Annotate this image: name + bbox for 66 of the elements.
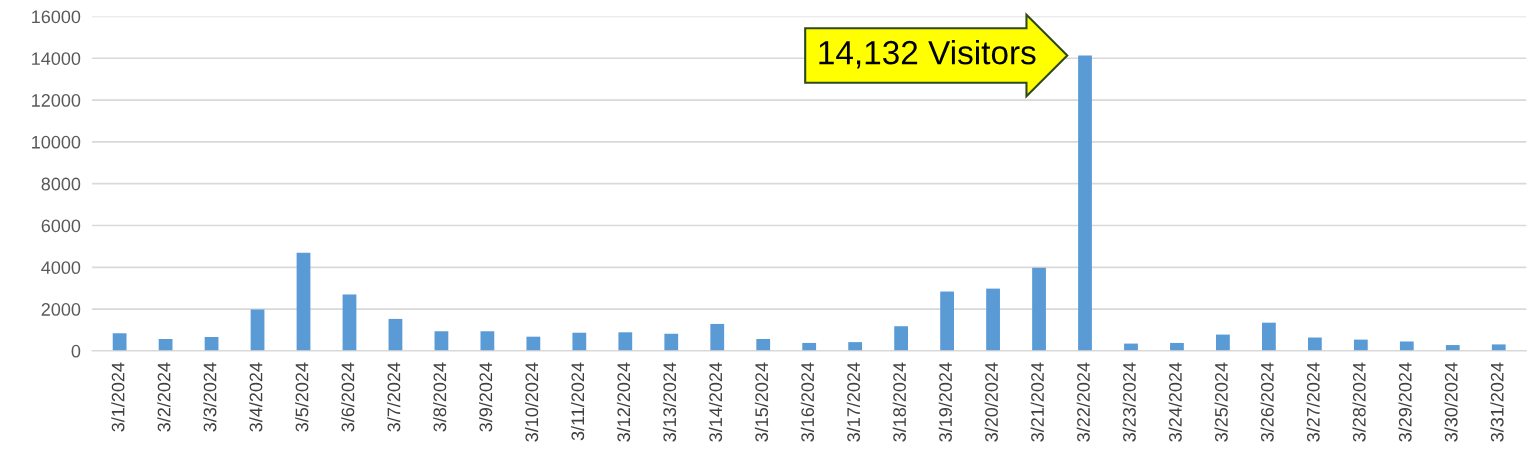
bar xyxy=(1032,267,1046,351)
x-tick-label: 3/28/2024 xyxy=(1352,362,1366,442)
bar xyxy=(1353,339,1368,351)
x-tick-label: 3/29/2024 xyxy=(1398,362,1412,442)
x-tick-label: 3/18/2024 xyxy=(892,362,906,442)
x-tick-label: 3/5/2024 xyxy=(295,362,309,432)
x-tick-label: 3/9/2024 xyxy=(478,362,493,432)
x-tick-label: 3/3/2024 xyxy=(203,362,217,432)
bar xyxy=(1262,322,1276,351)
y-tick-label: 4000 xyxy=(41,261,81,275)
x-tick-label: 3/7/2024 xyxy=(387,362,401,432)
x-tick-label: 3/30/2024 xyxy=(1444,362,1458,442)
x-tick-label: 3/8/2024 xyxy=(433,362,447,432)
x-tick-label: 3/16/2024 xyxy=(800,362,815,442)
x-tick-label: 3/14/2024 xyxy=(708,362,723,442)
x-tick-label: 3/13/2024 xyxy=(662,362,677,442)
bar xyxy=(1399,341,1414,351)
x-tick-label: 3/25/2024 xyxy=(1214,362,1228,442)
bar xyxy=(894,326,909,351)
bar xyxy=(342,294,357,351)
bar xyxy=(1307,337,1322,351)
y-tick-label: 10000 xyxy=(32,135,81,149)
bar xyxy=(940,291,954,351)
annotation: 14,132 Visitors xyxy=(819,39,1036,69)
x-tick-label: 3/21/2024 xyxy=(1030,362,1044,442)
x-tick-label: 3/19/2024 xyxy=(938,362,952,442)
bar xyxy=(480,331,495,351)
y-tick-label: 12000 xyxy=(32,94,81,107)
bar xyxy=(1078,55,1092,351)
x-tick-label: 3/31/2024 xyxy=(1490,362,1504,442)
y-tick-label: 2000 xyxy=(41,303,81,316)
x-tick-label: 3/1/2024 xyxy=(111,362,125,432)
x-tick-label: 3/6/2024 xyxy=(341,362,355,432)
y-tick-label: 14000 xyxy=(32,52,81,66)
bar xyxy=(434,331,449,351)
bar xyxy=(848,342,863,351)
x-tick-label: 3/12/2024 xyxy=(616,362,631,442)
x-tick-label: 3/24/2024 xyxy=(1168,362,1182,442)
bar xyxy=(756,338,771,351)
x-tick-label: 3/2/2024 xyxy=(157,362,171,432)
bar xyxy=(250,309,265,351)
x-tick-label: 3/20/2024 xyxy=(984,362,998,442)
x-tick-label: 3/15/2024 xyxy=(754,362,769,442)
y-tick-label: 6000 xyxy=(41,219,81,233)
x-tick-label: 3/22/2024 xyxy=(1076,362,1090,442)
bar xyxy=(112,333,127,351)
x-tick-label: 3/27/2024 xyxy=(1306,362,1320,442)
x-tick-label: 3/10/2024 xyxy=(524,362,539,442)
bar xyxy=(710,323,725,351)
y-tick-label: 8000 xyxy=(41,177,81,191)
bar xyxy=(664,333,679,351)
bar xyxy=(296,252,311,351)
y-tick-label: 16000 xyxy=(32,10,81,24)
x-tick-label: 3/11/2024 xyxy=(570,362,585,441)
x-tick-label: 3/17/2024 xyxy=(846,362,860,442)
bar xyxy=(1491,344,1506,351)
bar xyxy=(986,288,1000,351)
bar xyxy=(572,332,587,351)
bar xyxy=(388,318,403,351)
x-tick-label: 3/26/2024 xyxy=(1260,362,1274,442)
x-tick-label: 3/23/2024 xyxy=(1122,362,1136,442)
bar xyxy=(526,336,541,351)
bar xyxy=(1216,334,1230,351)
bar xyxy=(618,332,633,351)
y-tick-label: 0 xyxy=(71,344,81,358)
x-tick-label: 3/4/2024 xyxy=(249,362,263,432)
